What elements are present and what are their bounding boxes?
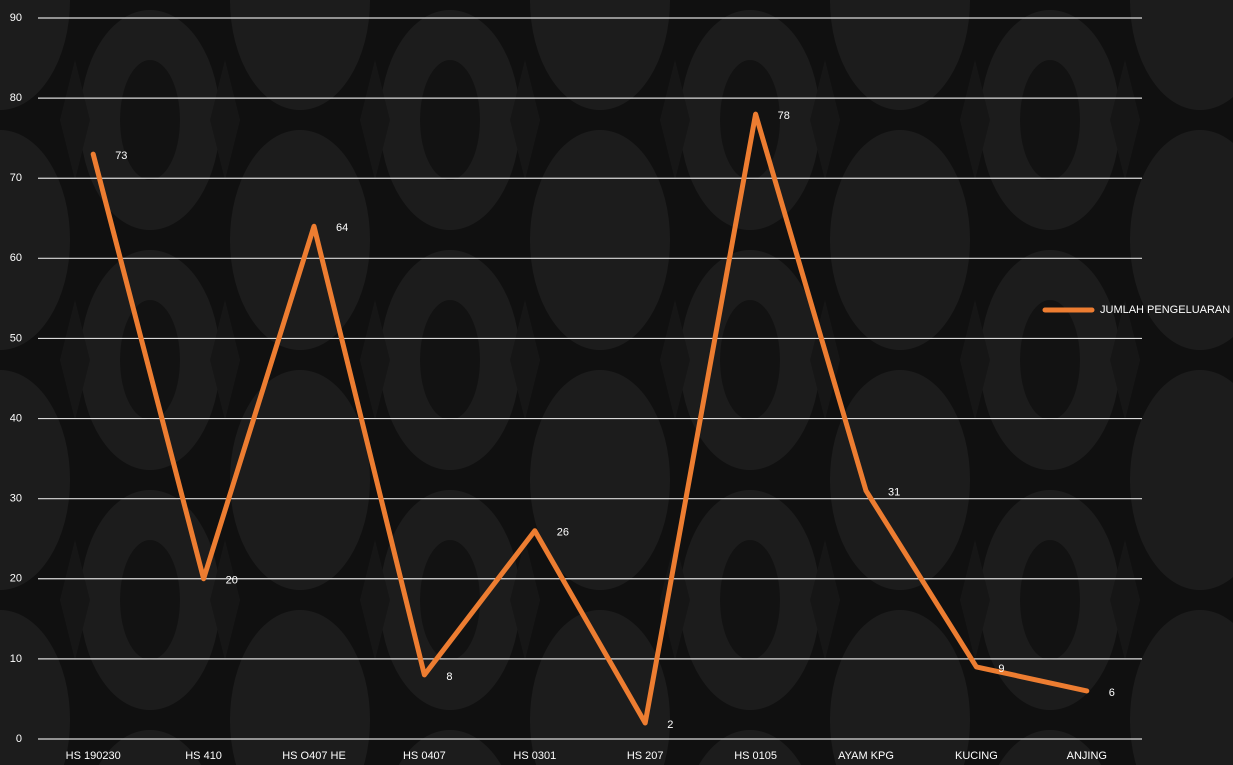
data-label: 6: [1109, 687, 1115, 699]
data-label: 26: [557, 527, 569, 539]
y-tick-label: 10: [10, 653, 22, 665]
series-line: [90, 111, 1090, 726]
legend-label: JUMLAH PENGELUARAN: [1100, 304, 1230, 316]
x-tick-label: ANJING: [1067, 750, 1107, 762]
x-tick-label: AYAM KPG: [838, 750, 894, 762]
y-tick-label: 50: [10, 332, 22, 344]
x-tick-label: HS 207: [627, 750, 664, 762]
data-label: 2: [667, 719, 673, 731]
y-tick-label: 30: [10, 493, 22, 505]
data-label: 8: [446, 671, 452, 683]
y-tick-label: 80: [10, 92, 22, 104]
x-tick-label: HS 0407: [403, 750, 446, 762]
data-label: 20: [226, 575, 238, 587]
data-label: 9: [998, 663, 1004, 675]
y-tick-label: 20: [10, 573, 22, 585]
data-label: 31: [888, 487, 900, 499]
y-tick-label: 0: [16, 733, 22, 745]
x-tick-label: HS 0301: [513, 750, 556, 762]
x-tick-label: HS 0105: [734, 750, 777, 762]
y-tick-label: 90: [10, 12, 22, 24]
y-tick-label: 60: [10, 252, 22, 264]
x-tick-label: KUCING: [955, 750, 998, 762]
x-tick-label: HS 190230: [66, 750, 121, 762]
x-tick-label: HS 410: [185, 750, 222, 762]
data-label: 78: [778, 110, 790, 122]
data-label: 64: [336, 222, 348, 234]
y-tick-label: 70: [10, 172, 22, 184]
y-tick-label: 40: [10, 412, 22, 424]
data-label: 73: [115, 150, 127, 162]
x-tick-label: HS O407 HE: [282, 750, 346, 762]
